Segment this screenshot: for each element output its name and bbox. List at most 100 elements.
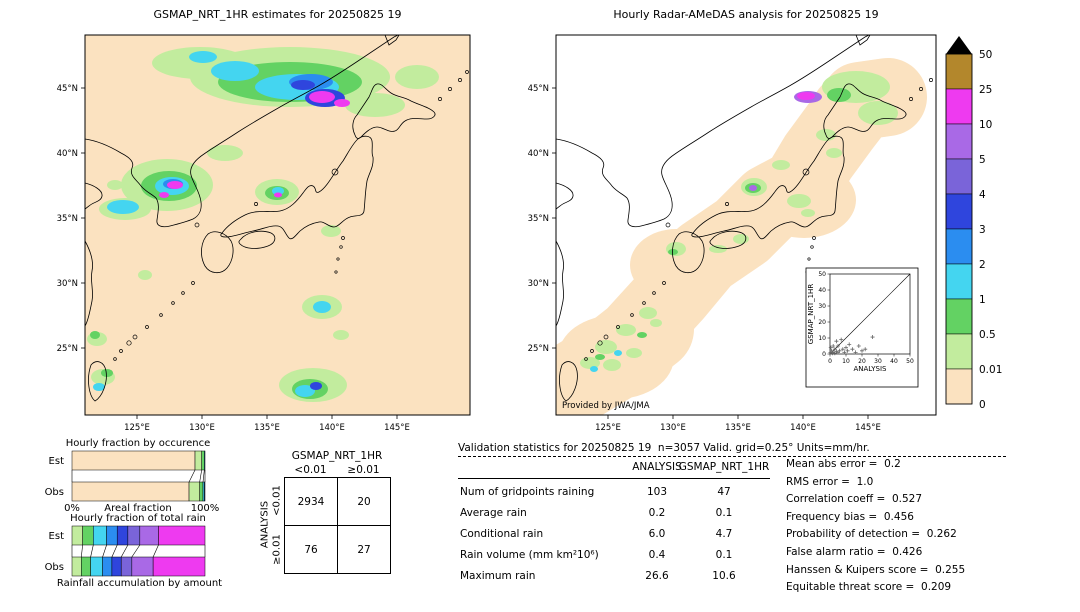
bar-segment <box>131 556 154 577</box>
score-line: False alarm ratio = 0.426 <box>786 546 923 558</box>
inset-x-tick-label: 0 <box>828 358 832 365</box>
coastline <box>556 35 870 228</box>
bar-segment <box>194 450 202 471</box>
stat-value-gsmap: 47 <box>717 486 731 498</box>
lon-tick-label: 135°E <box>254 423 280 433</box>
precip-cell <box>309 91 335 103</box>
precip-cell <box>93 383 105 391</box>
lon-tick-label: 140°E <box>790 423 816 433</box>
inset-y-tick-label: 40 <box>818 287 826 294</box>
left-map-title: GSMAP_NRT_1HR estimates for 20250825 19 <box>153 8 402 21</box>
stat-row-label: Maximum rain <box>460 570 536 582</box>
coastline <box>352 83 436 139</box>
lat-tick-label: 35°N <box>528 214 549 224</box>
colorbar-segment <box>945 193 973 230</box>
radar-amedas-map: 125°E 130°E 135°E 140°E 145°E 45°N 40°N 35°N 30°… <box>528 34 937 433</box>
island <box>642 301 646 305</box>
precip-colorbar: 50 25 10 5 4 3 2 1 0.5 0.01 0 <box>945 36 1002 411</box>
precip-cell <box>207 145 243 161</box>
contingency-row-label: ≥0.01 <box>271 534 283 565</box>
island <box>159 313 163 317</box>
bar-segment <box>188 481 200 502</box>
island <box>807 257 811 261</box>
colorbar-label: 50 <box>979 49 992 61</box>
stat-value-gsmap: 0.1 <box>715 549 733 561</box>
coastline <box>691 135 845 240</box>
map-border <box>84 34 471 416</box>
inset-x-tick-label: 40 <box>890 358 898 365</box>
inset-x-label: ANALYSIS <box>853 365 887 373</box>
bar-row-label: Obs <box>45 487 64 498</box>
precip-cell <box>395 65 439 89</box>
bar-row-label: Obs <box>45 562 64 573</box>
stat-row-label: Num of gridpoints raining <box>460 486 595 498</box>
precip-cell <box>614 350 622 356</box>
bar-connector <box>152 544 159 558</box>
validation-title: Validation statistics for 20250825 19 n=… <box>458 442 870 454</box>
header-divider <box>458 478 770 479</box>
precip-cell <box>211 61 259 81</box>
island <box>662 281 666 285</box>
island <box>181 291 185 295</box>
colorbar-label: 4 <box>979 189 986 201</box>
scatter-point <box>831 344 836 348</box>
score-line: Hanssen & Kuipers score = 0.255 <box>786 563 966 576</box>
bar-connector <box>131 544 141 558</box>
colorbar-segment <box>945 123 973 160</box>
lat-tick-label: 30°N <box>528 279 549 289</box>
bar-segment <box>120 556 133 577</box>
colorbar-border <box>945 53 973 405</box>
coastline <box>85 182 103 210</box>
island <box>331 168 339 176</box>
island <box>194 222 200 228</box>
validation-side-stats: Mean abs error = 0.2 RMS error = 1.0 Corre… <box>786 458 1026 608</box>
contingency-col-labels: <0.01 ≥0.01 <box>284 464 390 476</box>
precip-cell <box>345 93 405 117</box>
stat-value-analysis: 26.6 <box>645 570 669 582</box>
lat-tick-label: 45°N <box>57 84 78 94</box>
bar-segment <box>102 556 113 577</box>
map-content <box>556 35 940 415</box>
scatter-point <box>840 347 845 352</box>
stat-row-label: Rain volume (mm km²10⁶) <box>460 549 599 561</box>
coastline <box>556 240 564 327</box>
colorbar-segment <box>945 333 973 370</box>
bar-segment <box>81 556 91 577</box>
island <box>616 325 620 329</box>
score-line: RMS error = 1.0 <box>786 475 874 488</box>
contingency-cell: 2934 <box>284 477 338 526</box>
contingency-cell: 20 <box>337 477 391 526</box>
precip-cell <box>321 225 341 237</box>
island <box>919 87 923 91</box>
bar-segment <box>199 481 204 502</box>
precip-cell <box>107 180 123 190</box>
bar-connector <box>202 469 205 483</box>
colorbar-segment <box>945 368 973 405</box>
island <box>145 325 149 329</box>
precip-cell <box>595 354 605 360</box>
colorbar-segment <box>945 228 973 265</box>
bar-segment <box>201 450 205 471</box>
island <box>630 313 634 317</box>
precip-cell <box>310 382 322 390</box>
island <box>929 78 933 82</box>
precip-cell <box>333 330 349 340</box>
precip-cell <box>650 319 662 327</box>
precip-cell <box>274 192 282 198</box>
lat-tick-label: 25°N <box>57 344 78 354</box>
scatter-point <box>863 347 868 352</box>
island <box>802 168 810 176</box>
bar-connector <box>102 544 107 558</box>
precip-cell <box>159 192 169 198</box>
bar-segment <box>127 525 141 546</box>
inset-x-tick-label: 10 <box>842 358 850 365</box>
bar-segment <box>204 481 206 502</box>
bar-segment <box>71 450 196 471</box>
contingency-col-label: <0.01 <box>294 464 327 476</box>
inset-y-tick-label: 20 <box>818 319 826 326</box>
coastline <box>201 231 234 274</box>
colorbar-segment <box>945 263 973 300</box>
precip-cell <box>858 101 898 125</box>
precip-cell <box>603 359 621 371</box>
island <box>937 71 940 74</box>
